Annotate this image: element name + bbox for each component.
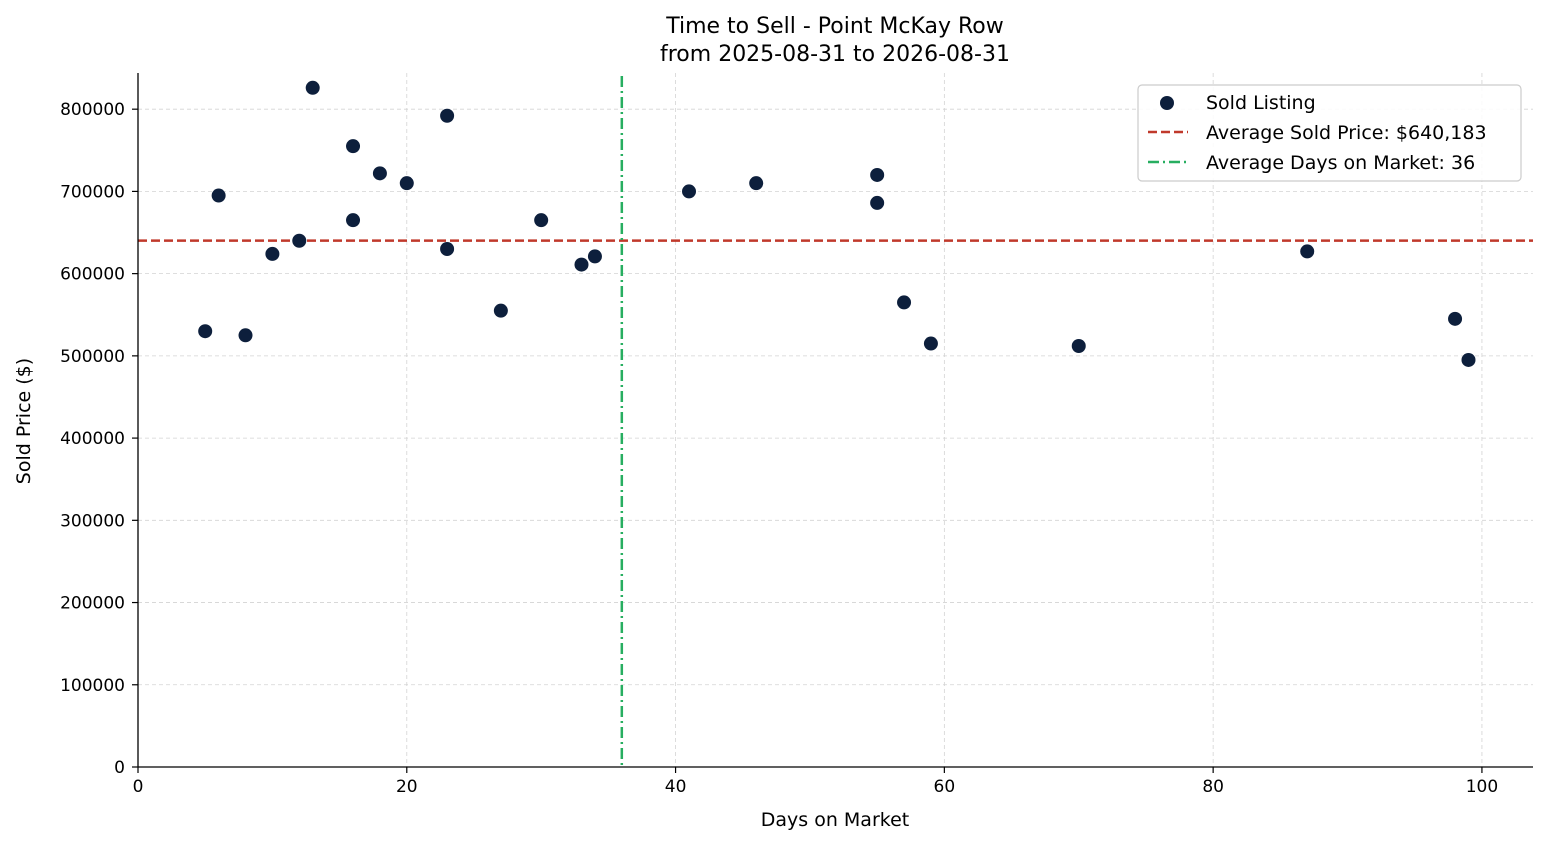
data-point	[440, 241, 455, 256]
data-point	[574, 257, 589, 272]
legend-frame	[1137, 84, 1522, 182]
data-point	[1300, 244, 1315, 259]
data-point	[897, 295, 912, 310]
data-point	[440, 108, 455, 123]
chart-title: Time to Sell - Point McKay Row	[665, 14, 1004, 39]
data-point	[493, 303, 508, 318]
data-point	[682, 184, 697, 199]
data-point	[870, 167, 885, 182]
data-point	[305, 80, 320, 95]
reference-lines-layer	[138, 76, 1533, 767]
y-tick-label: 100000	[60, 676, 125, 696]
data-point	[238, 328, 253, 343]
data-point	[399, 176, 414, 191]
data-point	[346, 213, 361, 228]
data-point	[587, 249, 602, 264]
x-tick-label: 20	[396, 777, 418, 797]
legend-label-average-days: Average Days on Market: 36	[1206, 152, 1475, 174]
x-tick-label: 100	[1466, 777, 1498, 797]
data-point	[211, 188, 226, 203]
data-point	[346, 139, 361, 154]
x-tick-label: 80	[1202, 777, 1224, 797]
y-tick-label: 500000	[60, 347, 125, 367]
data-point	[198, 324, 213, 339]
x-tick-label: 40	[665, 777, 687, 797]
data-point	[265, 246, 280, 261]
x-axis-label: Days on Market	[761, 809, 909, 831]
legend: Sold Listing Average Sold Price: $640,18…	[1137, 84, 1522, 182]
x-tick-label: 0	[133, 777, 144, 797]
data-point	[534, 213, 549, 228]
data-points-layer	[198, 80, 1476, 367]
y-tick-label: 700000	[60, 182, 125, 202]
data-point	[870, 195, 885, 210]
legend-label-sold-listing: Sold Listing	[1206, 92, 1316, 114]
y-tick-label: 400000	[60, 429, 125, 449]
legend-label-average-price: Average Sold Price: $640,183	[1206, 122, 1487, 144]
y-tick-label: 200000	[60, 594, 125, 614]
x-tick-label: 60	[934, 777, 956, 797]
y-tick-label: 300000	[60, 511, 125, 531]
y-tick-label: 600000	[60, 265, 125, 285]
data-point	[292, 233, 307, 248]
y-axis-label: Sold Price ($)	[13, 358, 35, 484]
data-point	[923, 336, 938, 351]
chart-subtitle: from 2025-08-31 to 2026-08-31	[660, 42, 1010, 67]
data-point	[1461, 352, 1476, 367]
data-point	[1448, 311, 1463, 326]
axes-layer: 0 20 40 60 80 100 0 100000 200000 300000 400000 500…	[60, 73, 1533, 797]
y-tick-label: 800000	[60, 100, 125, 120]
data-point	[749, 176, 764, 191]
data-point	[1071, 338, 1086, 353]
data-point	[372, 166, 387, 181]
legend-marker-sold-listing	[1160, 96, 1174, 110]
y-tick-label: 0	[114, 758, 125, 778]
